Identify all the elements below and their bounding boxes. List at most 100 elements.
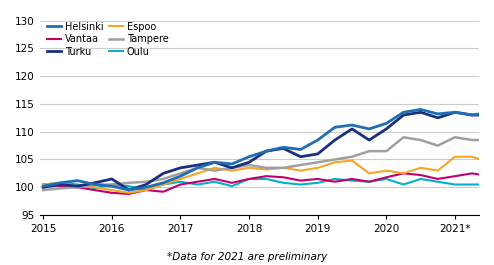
Helsinki — [229, 162, 235, 166]
Helsinki — [418, 108, 424, 111]
Vantaa — [297, 179, 303, 182]
Espoo — [195, 172, 201, 175]
Helsinki — [57, 181, 63, 184]
Helsinki — [75, 179, 81, 182]
Oulu — [469, 183, 475, 186]
Turku — [161, 172, 166, 175]
Line: Turku: Turku — [43, 57, 494, 190]
Vantaa — [57, 185, 63, 188]
Oulu — [263, 177, 269, 180]
Espoo — [57, 181, 63, 184]
Tampere — [109, 183, 115, 186]
Oulu — [40, 183, 46, 186]
Turku — [401, 113, 407, 117]
Helsinki — [349, 123, 355, 127]
Vantaa — [281, 176, 287, 179]
Tampere — [418, 138, 424, 142]
Vantaa — [401, 172, 407, 175]
Espoo — [383, 169, 389, 172]
Tampere — [161, 177, 166, 180]
Tampere — [366, 149, 372, 153]
Espoo — [126, 191, 132, 195]
Oulu — [281, 181, 287, 184]
Helsinki — [315, 138, 321, 142]
Tampere — [401, 136, 407, 139]
Oulu — [297, 183, 303, 186]
Tampere — [177, 172, 183, 175]
Turku — [366, 138, 372, 142]
Oulu — [401, 183, 407, 186]
Tampere — [246, 164, 252, 167]
Oulu — [486, 183, 492, 186]
Helsinki — [92, 183, 98, 186]
Oulu — [349, 179, 355, 182]
Tampere — [143, 180, 149, 183]
Oulu — [212, 180, 218, 183]
Espoo — [401, 172, 407, 175]
Helsinki — [177, 175, 183, 178]
Vantaa — [366, 180, 372, 183]
Tampere — [92, 183, 98, 186]
Oulu — [435, 180, 441, 183]
Oulu — [195, 183, 201, 186]
Espoo — [109, 188, 115, 192]
Turku — [246, 161, 252, 164]
Vantaa — [435, 177, 441, 180]
Tampere — [315, 161, 321, 164]
Turku — [75, 185, 81, 188]
Helsinki — [246, 155, 252, 158]
Turku — [469, 113, 475, 117]
Vantaa — [109, 191, 115, 195]
Helsinki — [452, 111, 458, 114]
Oulu — [418, 177, 424, 180]
Vantaa — [161, 190, 166, 193]
Helsinki — [383, 122, 389, 125]
Turku — [297, 155, 303, 158]
Espoo — [435, 169, 441, 172]
Tampere — [229, 166, 235, 169]
Turku — [40, 186, 46, 189]
Vantaa — [143, 188, 149, 192]
Espoo — [161, 183, 166, 186]
Tampere — [126, 181, 132, 184]
Helsinki — [126, 188, 132, 192]
Helsinki — [366, 127, 372, 131]
Helsinki — [212, 161, 218, 164]
Helsinki — [195, 166, 201, 169]
Turku — [452, 111, 458, 114]
Tampere — [452, 136, 458, 139]
Turku — [126, 188, 132, 192]
Helsinki — [281, 146, 287, 149]
Turku — [315, 152, 321, 156]
Espoo — [212, 166, 218, 169]
Espoo — [349, 159, 355, 162]
Vantaa — [315, 177, 321, 180]
Tampere — [212, 169, 218, 172]
Espoo — [177, 177, 183, 180]
Helsinki — [332, 126, 338, 129]
Oulu — [161, 183, 166, 186]
Tampere — [349, 155, 355, 158]
Turku — [435, 116, 441, 120]
Helsinki — [297, 148, 303, 151]
Espoo — [281, 166, 287, 169]
Helsinki — [161, 181, 166, 184]
Espoo — [229, 169, 235, 172]
Oulu — [57, 181, 63, 184]
Vantaa — [92, 188, 98, 192]
Turku — [195, 164, 201, 167]
Espoo — [452, 155, 458, 158]
Turku — [349, 127, 355, 131]
Vantaa — [418, 174, 424, 177]
Oulu — [229, 185, 235, 188]
Line: Oulu: Oulu — [43, 151, 494, 190]
Tampere — [281, 166, 287, 169]
Oulu — [383, 177, 389, 180]
Turku — [383, 127, 389, 131]
Espoo — [332, 161, 338, 164]
Tampere — [75, 186, 81, 189]
Text: *Data for 2021 are preliminary: *Data for 2021 are preliminary — [167, 252, 327, 262]
Helsinki — [109, 185, 115, 188]
Oulu — [332, 177, 338, 180]
Tampere — [469, 138, 475, 142]
